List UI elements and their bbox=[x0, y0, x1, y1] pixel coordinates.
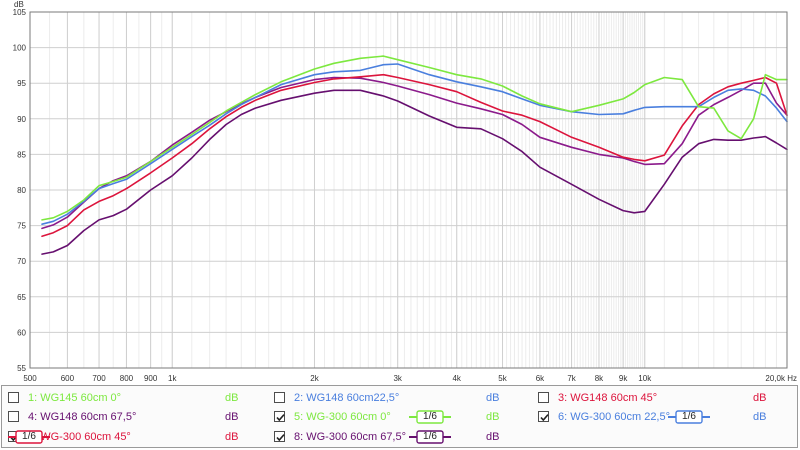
y-tick-label: 55 bbox=[17, 364, 26, 373]
legend-item: 8: WG-300 60cm 67,5° 1/6 dB bbox=[274, 429, 529, 445]
legend-label: 6: WG-300 60cm 22,5° bbox=[558, 411, 671, 423]
x-tick-label: 1k bbox=[168, 374, 177, 383]
legend-checkbox[interactable] bbox=[8, 411, 19, 422]
smoothing-selector[interactable]: 1/6 bbox=[409, 410, 451, 424]
smoothing-line-icon bbox=[8, 430, 50, 444]
legend-unit: dB bbox=[225, 411, 239, 423]
legend-label: 4: WG148 60cm 67,5° bbox=[28, 411, 137, 423]
x-tick-label: 7k bbox=[567, 374, 576, 383]
legend-checkbox[interactable] bbox=[274, 392, 285, 403]
legend-unit: dB bbox=[486, 431, 500, 443]
x-tick-label: 2k bbox=[310, 374, 319, 383]
legend-item: 4: WG148 60cm 67,5° dB bbox=[8, 409, 263, 425]
series-line bbox=[41, 89, 788, 255]
legend-unit: dB bbox=[225, 392, 239, 404]
x-tick-label: 3k bbox=[393, 374, 402, 383]
series-line bbox=[41, 63, 788, 225]
y-tick-label: 105 bbox=[13, 8, 27, 17]
x-tick-label: 600 bbox=[61, 374, 75, 383]
x-tick-label: 9k bbox=[619, 374, 628, 383]
smoothing-value: 1/6 bbox=[423, 411, 437, 422]
legend-checkbox[interactable] bbox=[538, 411, 549, 422]
x-axis: 500 600 700 800 900 1k 2k 3k 4k 5k 6k 7k 8k 9k 10k 20,0… bbox=[23, 374, 797, 383]
checkmark-icon bbox=[276, 434, 285, 442]
series-line bbox=[41, 73, 788, 238]
legend-checkbox[interactable] bbox=[8, 392, 19, 403]
x-tick-label: 5k bbox=[498, 374, 507, 383]
y-tick-label: 95 bbox=[17, 79, 26, 88]
series-line bbox=[41, 76, 788, 230]
y-tick-label: 80 bbox=[17, 186, 26, 195]
x-tick-label: 700 bbox=[92, 374, 106, 383]
chart-grid bbox=[29, 11, 788, 369]
legend-unit: dB bbox=[753, 411, 767, 423]
smoothing-selector[interactable]: 1/6 bbox=[409, 430, 451, 444]
legend-checkbox[interactable] bbox=[274, 411, 285, 422]
legend-item: 6: WG-300 60cm 22,5° 1/6 dB bbox=[538, 409, 793, 425]
x-tick-label: 20,0k Hz bbox=[765, 374, 797, 383]
x-tick-label: 500 bbox=[23, 374, 37, 383]
legend-item: 3: WG148 60cm 45° dB bbox=[538, 390, 793, 406]
legend-item: 2: WG148 60cm22,5° dB bbox=[274, 390, 529, 406]
smoothing-selector[interactable]: 1/6 bbox=[8, 430, 50, 444]
y-tick-label: 85 bbox=[17, 150, 26, 159]
smoothing-value: 1/6 bbox=[22, 431, 36, 442]
legend-item: 7: WG-300 60cm 45° 1/6 dB bbox=[8, 429, 263, 445]
y-tick-label: 100 bbox=[13, 44, 27, 53]
legend-checkbox[interactable] bbox=[274, 431, 285, 442]
legend-label: 5: WG-300 60cm 0° bbox=[294, 411, 391, 423]
checkmark-icon bbox=[276, 414, 285, 422]
legend-item: 1: WG145 60cm 0° dB bbox=[8, 390, 263, 406]
legend-label: 2: WG148 60cm22,5° bbox=[294, 392, 400, 404]
legend-unit: dB bbox=[753, 392, 767, 404]
legend-label: 8: WG-300 60cm 67,5° bbox=[294, 431, 407, 443]
chart-curves bbox=[41, 55, 788, 255]
y-axis-label: dB bbox=[14, 0, 24, 9]
y-tick-label: 75 bbox=[17, 222, 26, 231]
y-tick-label: 60 bbox=[17, 328, 26, 337]
smoothing-value: 1/6 bbox=[423, 431, 437, 442]
smoothing-value: 1/6 bbox=[682, 411, 696, 422]
checkmark-icon bbox=[540, 414, 549, 422]
legend-label: 3: WG148 60cm 45° bbox=[558, 392, 658, 404]
y-tick-label: 70 bbox=[17, 257, 26, 266]
smoothing-line-icon bbox=[409, 430, 451, 444]
smoothing-line-icon bbox=[668, 410, 710, 424]
legend-unit: dB bbox=[225, 431, 239, 443]
legend-unit: dB bbox=[486, 392, 500, 404]
plot-frame bbox=[29, 11, 788, 369]
x-tick-label: 800 bbox=[120, 374, 134, 383]
x-tick-label: 900 bbox=[144, 374, 158, 383]
legend-item: 5: WG-300 60cm 0° 1/6 dB bbox=[274, 409, 529, 425]
smoothing-selector[interactable]: 1/6 bbox=[668, 410, 710, 424]
y-tick-label: 90 bbox=[17, 115, 26, 124]
x-tick-label: 6k bbox=[536, 374, 545, 383]
legend-panel: 1: WG145 60cm 0° dB 2: WG148 60cm22,5° dB 3:… bbox=[1, 385, 798, 448]
y-tick-label: 65 bbox=[17, 293, 26, 302]
legend-unit: dB bbox=[486, 411, 500, 423]
series-line bbox=[41, 55, 788, 221]
legend-label: 1: WG145 60cm 0° bbox=[28, 392, 122, 404]
legend-checkbox[interactable] bbox=[538, 392, 549, 403]
legend-label: 7: WG-300 60cm 45° bbox=[28, 431, 131, 443]
x-tick-label: 8k bbox=[595, 374, 604, 383]
x-tick-label: 4k bbox=[452, 374, 461, 383]
smoothing-line-icon bbox=[409, 410, 451, 424]
x-tick-label: 10k bbox=[638, 374, 652, 383]
